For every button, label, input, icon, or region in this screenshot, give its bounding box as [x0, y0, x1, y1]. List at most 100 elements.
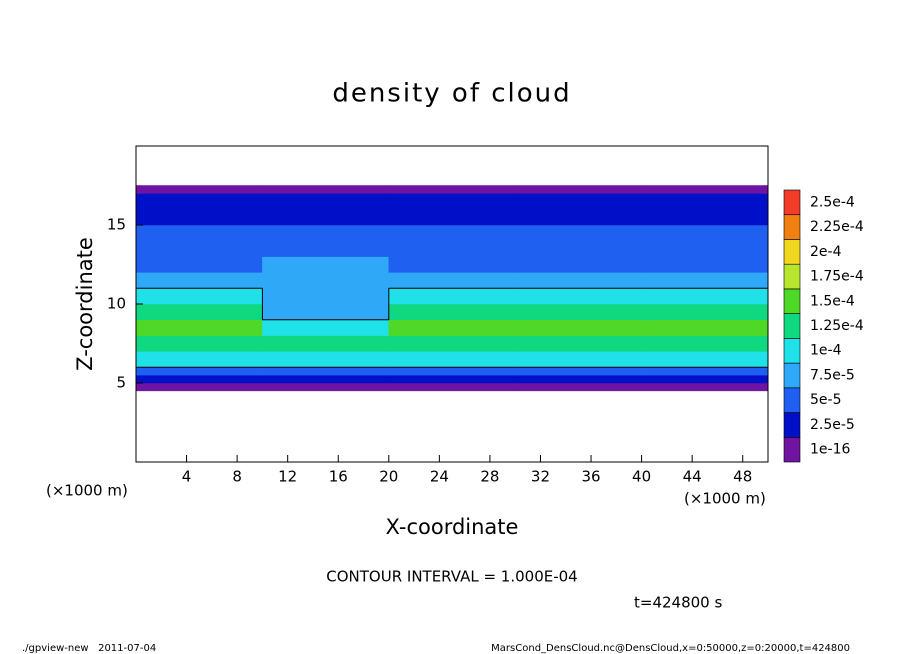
y-tick-label: 15	[107, 216, 126, 234]
colorbar-box	[783, 313, 801, 339]
heatmap-cell	[388, 303, 516, 321]
footer-left: ./gpview-new 2011-07-04	[22, 643, 156, 654]
heatmap-cell	[135, 193, 263, 210]
footer-right: MarsCond_DensCloud.nc@DensCloud,x=0:5000…	[491, 643, 850, 654]
x-tick-label: 32	[531, 468, 550, 486]
heatmap-cell	[388, 193, 516, 210]
heatmap-cell	[388, 272, 516, 289]
heatmap-cell	[514, 240, 642, 257]
colorbar-label: 2.25e-4	[810, 219, 864, 235]
colorbar-label: 1e-16	[810, 442, 850, 458]
heatmap-cell	[135, 272, 263, 289]
colorbar-label: 1.75e-4	[810, 269, 864, 285]
heatmap-cell	[641, 224, 769, 242]
colorbar-box	[783, 362, 801, 389]
heatmap-cell	[135, 240, 263, 257]
colorbar-label: 1e-4	[810, 343, 842, 359]
x-tick-label: 20	[379, 468, 398, 486]
contour-label: CONTOUR INTERVAL = 1.000E-04	[326, 568, 577, 586]
heatmap-cell	[262, 240, 390, 257]
heatmap-cell	[641, 303, 769, 321]
colorbar-label: 7.5e-5	[810, 367, 855, 383]
heatmap-cell	[135, 335, 263, 352]
colorbar-box	[783, 214, 801, 240]
heatmap-cell	[135, 319, 263, 336]
heatmap-cell	[514, 193, 642, 210]
heatmap-cell	[262, 208, 390, 226]
x-axis-label: X-coordinate	[386, 515, 519, 539]
heatmap-cell	[514, 335, 642, 352]
heatmap-cell	[135, 208, 263, 226]
x-tick-label: 8	[232, 468, 242, 486]
x-tick-label: 4	[182, 468, 192, 486]
heatmap-cell	[135, 374, 263, 384]
heatmap-cell	[262, 193, 390, 210]
heatmap-cell	[135, 287, 263, 305]
heatmap-cell	[135, 303, 263, 321]
heatmap-cell	[135, 351, 263, 368]
heatmap-cell	[388, 287, 516, 305]
heatmap-cell	[515, 391, 641, 462]
heatmap-cell	[641, 319, 769, 336]
heatmap-cell	[514, 382, 642, 392]
heatmap-cell	[136, 146, 262, 186]
heatmap-cell	[514, 272, 642, 289]
y-tick-label: 5	[116, 374, 126, 392]
heatmap-cell	[641, 208, 769, 226]
heatmap-cell	[135, 185, 263, 194]
heatmap-cell	[641, 256, 769, 273]
heatmap-cell	[262, 146, 388, 186]
heatmap-cell	[388, 185, 516, 194]
heatmap-cell	[514, 287, 642, 305]
colorbar-box	[783, 288, 801, 314]
heatmap-cell	[388, 382, 516, 392]
colorbar-box	[783, 189, 801, 216]
heatmap-cell	[514, 185, 642, 194]
heatmap-cell	[262, 287, 390, 305]
heatmap-cell	[514, 256, 642, 273]
heatmap-cell	[389, 146, 515, 186]
x-tick-label: 24	[430, 468, 449, 486]
x-tick-label: 40	[632, 468, 651, 486]
heatmap-cell	[262, 303, 390, 321]
x-tick-label: 36	[581, 468, 600, 486]
colorbar-label: 5e-5	[810, 392, 841, 408]
heatmap-cell	[514, 224, 642, 242]
heatmap-cell	[641, 185, 769, 194]
x-tick-label: 48	[733, 468, 752, 486]
heatmap-cell	[388, 335, 516, 352]
y-unit: (×1000 m)	[46, 482, 128, 500]
heatmap-cell	[262, 335, 390, 352]
heatmap-cell	[388, 366, 516, 376]
heatmap-cell	[641, 287, 769, 305]
colorbar-label: 2.5e-4	[810, 194, 855, 210]
heatmap-cell	[514, 319, 642, 336]
heatmap-cell	[641, 374, 769, 384]
heatmap-cell	[642, 391, 768, 462]
x-tick-label: 16	[329, 468, 348, 486]
heatmap-cell	[388, 208, 516, 226]
chart-title: density of cloud	[332, 79, 571, 109]
heatmap-cell	[641, 272, 769, 289]
colorbar-label: 1.5e-4	[810, 293, 855, 309]
heatmap-cell	[135, 382, 263, 392]
heatmap-cell	[262, 351, 390, 368]
colorbar-box	[783, 263, 801, 290]
heatmap-cell	[514, 374, 642, 384]
heatmap-cell	[135, 224, 263, 242]
heatmap-cell	[641, 351, 769, 368]
heatmap-cell	[136, 391, 262, 462]
colorbar-box	[783, 412, 801, 438]
heatmap-cell	[388, 240, 516, 257]
x-unit: (×1000 m)	[684, 490, 766, 508]
heatmap-cell	[262, 272, 390, 289]
heatmap-cell	[514, 303, 642, 321]
heatmap-cell	[641, 366, 769, 376]
heatmap-cell	[262, 185, 390, 194]
heatmap-cell	[514, 208, 642, 226]
heatmap-cell	[262, 374, 390, 384]
colorbar-label: 2.5e-5	[810, 417, 855, 433]
colorbar-box	[783, 338, 801, 364]
x-tick-label: 12	[278, 468, 297, 486]
